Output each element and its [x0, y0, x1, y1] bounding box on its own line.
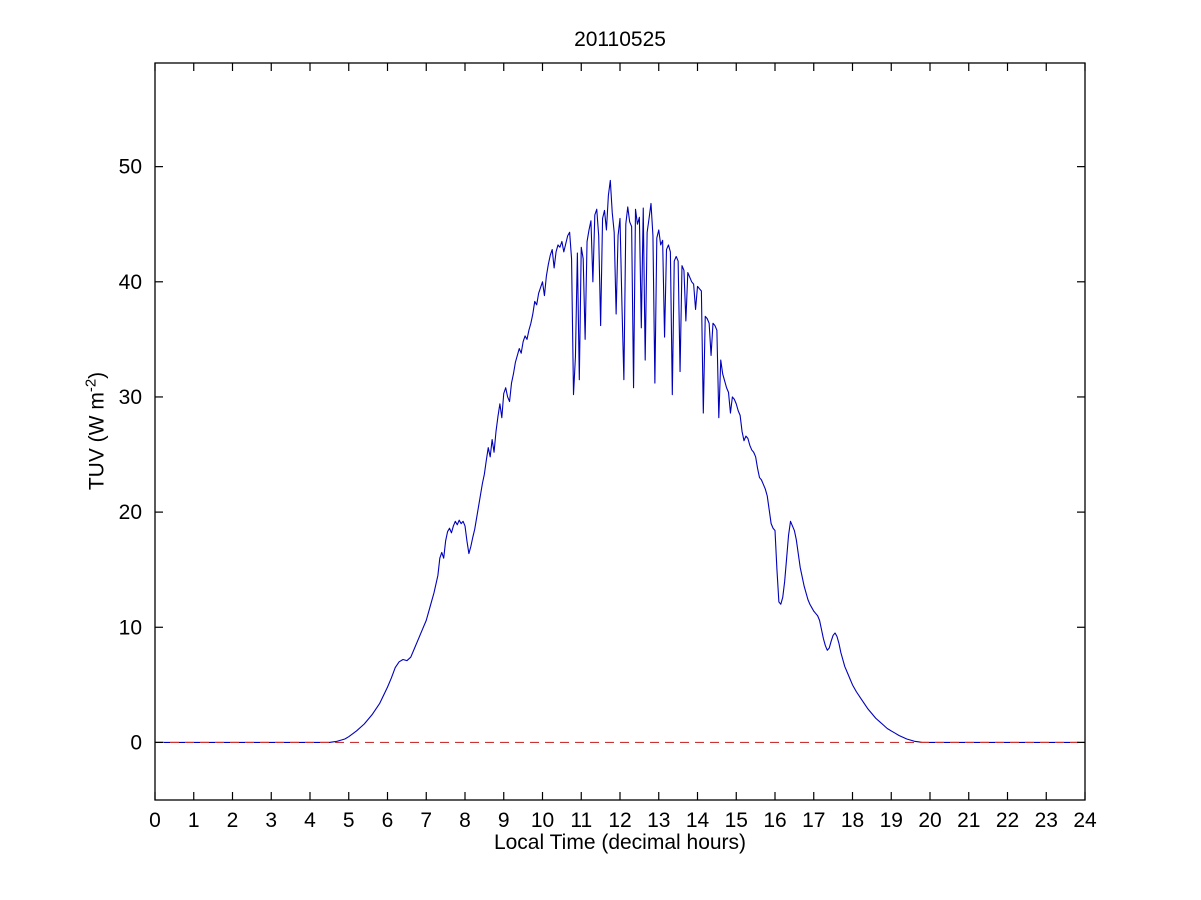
x-tick-label: 7: [420, 809, 432, 832]
x-tick-label: 6: [382, 809, 394, 832]
x-tick-label: 9: [498, 809, 510, 832]
x-tick-label: 19: [880, 809, 903, 832]
x-tick-label: 2: [227, 809, 239, 832]
x-tick-label: 1: [188, 809, 200, 832]
x-tick-label: 11: [570, 809, 592, 832]
x-tick-label: 3: [265, 809, 277, 832]
x-tick-label: 20: [918, 809, 941, 832]
y-tick-label: 30: [119, 386, 142, 409]
x-tick-label: 0: [149, 809, 161, 832]
x-tick-label: 17: [802, 809, 825, 832]
y-tick-label: 0: [130, 731, 142, 754]
x-tick-label: 10: [531, 809, 554, 832]
x-tick-label: 4: [304, 809, 316, 832]
series-curve: [155, 179, 1085, 743]
x-tick-label: 8: [459, 809, 471, 832]
plot-frame: [154, 62, 1086, 801]
y-tick-label: 10: [119, 616, 142, 639]
x-tick-label: 16: [763, 809, 786, 832]
chart-title: 20110525: [574, 28, 666, 51]
x-tick-label: 24: [1073, 809, 1097, 832]
x-tick-label: 14: [686, 809, 710, 832]
y-tick-label: 50: [119, 156, 142, 179]
x-tick-label: 22: [996, 809, 1019, 832]
x-tick-label: 15: [725, 809, 748, 832]
x-tick-label: 13: [647, 809, 670, 832]
x-tick-label: 5: [343, 809, 355, 832]
y-tick-label: 40: [119, 271, 142, 294]
x-tick-label: 23: [1035, 809, 1058, 832]
x-axis-label: Local Time (decimal hours): [493, 831, 747, 854]
x-tick-label: 18: [841, 809, 864, 832]
y-tick-label: 20: [119, 501, 142, 524]
x-tick-label: 21: [957, 809, 980, 832]
x-tick-label: 12: [608, 809, 631, 832]
